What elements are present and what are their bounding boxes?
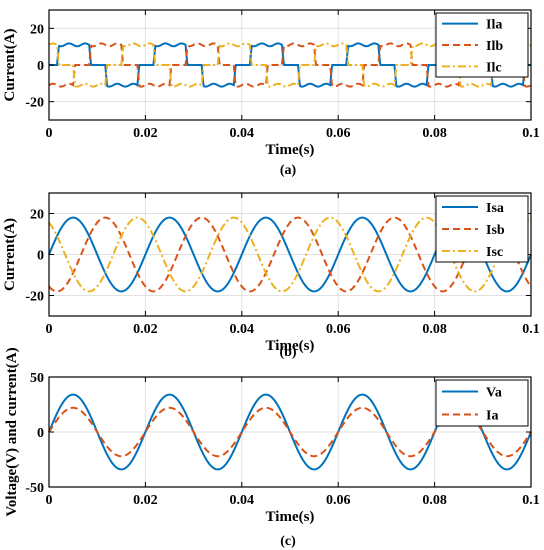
legend-label-ilb: Ilb: [486, 39, 503, 54]
x-axis-label: Time(s): [266, 142, 315, 158]
y-axis-label: Current(A): [2, 28, 18, 101]
y-tick-label: 0: [37, 59, 44, 74]
series-line-ia: [48, 406, 532, 458]
legend-label-ia: Ia: [486, 409, 498, 424]
x-tick-label: 0.06: [326, 126, 351, 141]
x-tick-label: 0.02: [133, 322, 158, 337]
subplot-caption: (a): [280, 163, 297, 178]
subplot-caption: (b): [279, 345, 296, 360]
x-tick-label: 0.08: [422, 322, 447, 337]
x-tick-label: 0: [46, 126, 53, 141]
y-tick-label: 20: [30, 22, 44, 37]
x-axis-label: Time(s): [266, 338, 315, 354]
y-axis-label: Voltage(V) and current(A): [4, 347, 20, 516]
x-tick-label: 0.04: [230, 126, 255, 141]
x-tick-label: 0.04: [230, 493, 255, 508]
y-axis-label: Current(A): [2, 218, 18, 291]
x-axis-label: Time(s): [266, 509, 315, 525]
legend-label-ilc: Ilc: [486, 60, 502, 75]
x-tick-label: 0.04: [230, 322, 255, 337]
x-tick-label: 0.1: [522, 126, 540, 141]
legend-label-isa: Isa: [486, 201, 504, 216]
legend-box: [435, 195, 529, 263]
legend-label-isc: Isc: [486, 245, 503, 260]
x-tick-label: 0.1: [522, 493, 540, 508]
chart-1: 0 0.02 0.04 0.06 0.08 0.1-20020Time(s)Current…: [2, 9, 540, 178]
x-tick-label: 0.06: [326, 493, 351, 508]
x-tick-label: 0: [46, 322, 53, 337]
y-tick-label: 20: [30, 208, 44, 223]
legend-label-ila: Ila: [486, 18, 502, 33]
chart-3: 0 0.02 0.04 0.06 0.08 0.1-50050Time(s)Voltage…: [4, 347, 540, 549]
legend-box: [435, 12, 529, 78]
x-tick-label: 0.08: [422, 126, 447, 141]
x-tick-label: 0: [46, 493, 53, 508]
y-tick-label: 0: [37, 249, 44, 264]
chart-2: 0 0.02 0.04 0.06 0.08 0.1 -20 0 20 Time(s) Current…: [2, 192, 540, 360]
legend: Va Ia: [435, 379, 529, 427]
y-tick-label: 0: [37, 426, 44, 441]
y-tick-label: -20: [25, 96, 44, 111]
x-tick-label: 0.1: [522, 322, 540, 337]
x-tick-label: 0.06: [326, 322, 351, 337]
subplot-caption: (c): [280, 534, 296, 549]
x-tick-label: 0.08: [422, 493, 447, 508]
legend-box: [435, 379, 529, 427]
legend-label-isb: Isb: [486, 223, 505, 238]
series-line-ilb: [48, 42, 532, 88]
y-tick-label: -20: [25, 290, 44, 305]
x-tick-label: 0.02: [133, 493, 158, 508]
series-line-isc: [48, 216, 532, 293]
y-tick-label: -50: [25, 481, 44, 496]
legend-label-va: Va: [486, 386, 502, 401]
legend: Ila Ilb Ilc: [435, 12, 529, 78]
series-line-isb: [48, 216, 532, 293]
legend: Isa Isb Isc: [435, 195, 529, 263]
y-tick-label: 50: [30, 371, 44, 386]
x-tick-label: 0.02: [133, 126, 158, 141]
